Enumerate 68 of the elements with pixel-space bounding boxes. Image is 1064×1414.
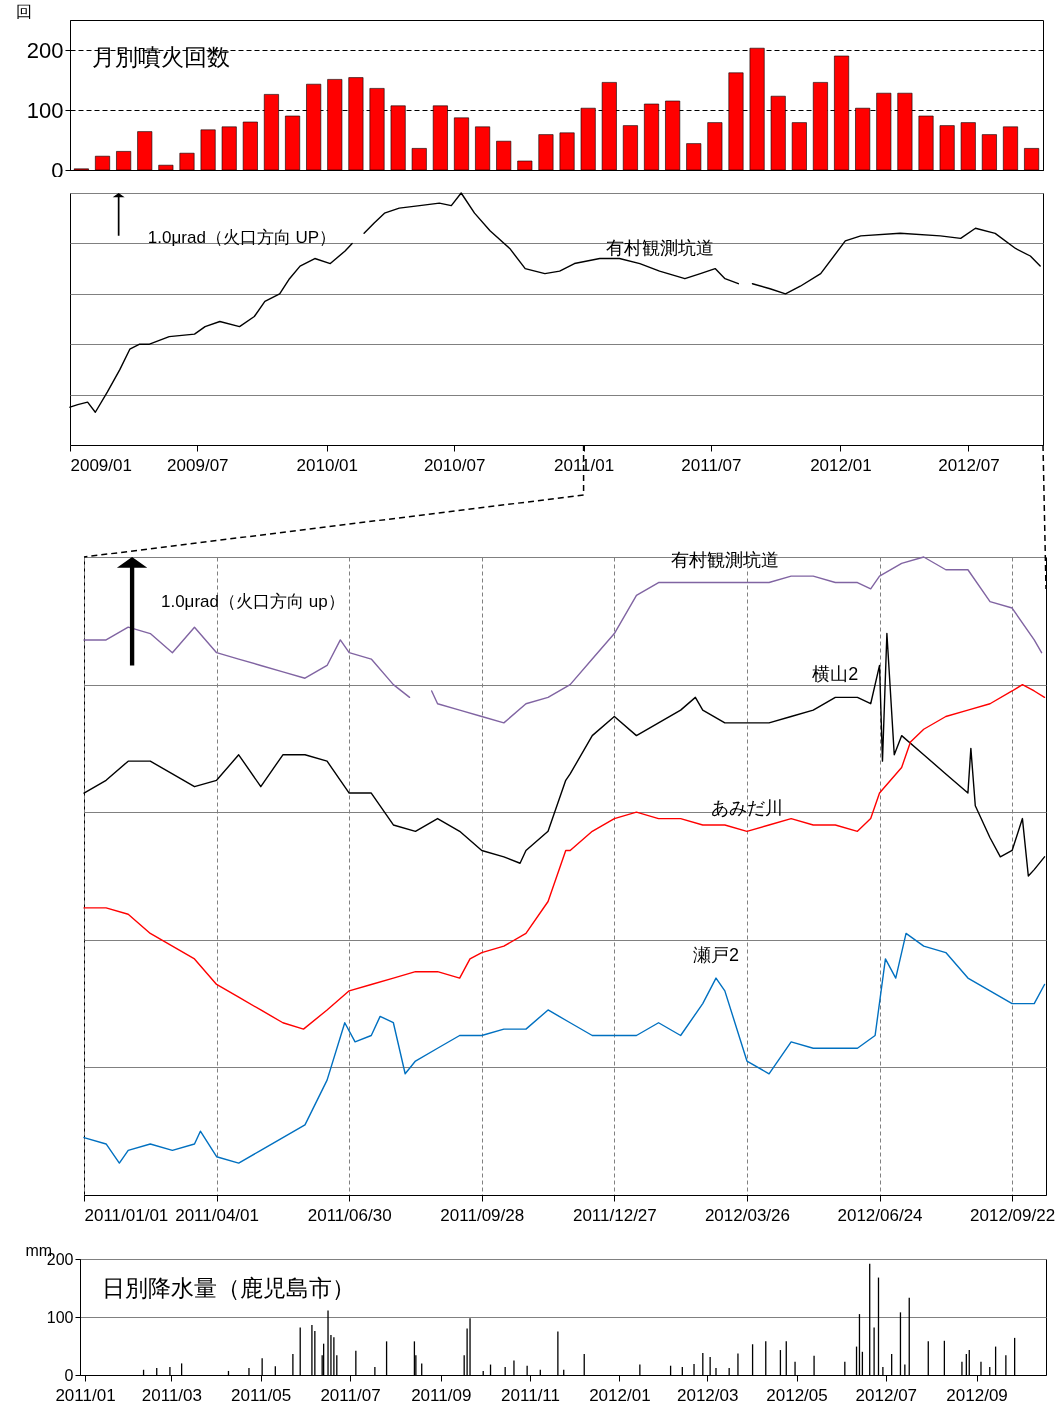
x-tick-label: 2012/06/24 [837,1205,923,1225]
bar [475,126,491,171]
bar [285,115,301,171]
x-tick-label: 2011/11 [501,1385,561,1405]
series-label: あみだ川 [710,798,783,819]
annotation: 1.0μrad（火口方向 UP） [147,228,337,247]
x-tick-label: 2011/12/27 [572,1205,657,1225]
x-tick-label: 2012/03 [676,1385,739,1405]
text: 日別降水量（鹿児島市） [102,1275,355,1301]
x-tick-label: 2011/01 [553,455,615,475]
x-tick-label: 2009/01 [70,455,132,475]
x-tick-label: 2011/03 [141,1385,202,1405]
x-tick-label: 2012/07 [938,455,1000,475]
x-tick-label: 2010/07 [423,455,486,475]
bar [791,122,807,171]
bar [116,151,132,171]
bar [179,152,195,171]
bar [538,134,554,171]
bar [939,125,955,171]
bar [1024,148,1040,171]
x-tick-label: 2012/07 [855,1385,918,1405]
series-label: 横山2 [812,664,859,685]
bar [158,164,174,171]
bar [454,117,469,171]
bar [242,121,258,171]
x-tick-label: 2012/09 [946,1385,1008,1405]
x-tick-label: 2011/09 [411,1385,472,1405]
x-tick-label: 2011/07 [320,1385,381,1405]
bar [517,160,533,171]
x-tick-label: 2012/01 [589,1385,651,1405]
bar [496,140,512,171]
y-tick-label: 100 [46,1308,74,1326]
bar [95,155,110,171]
bar [622,125,638,171]
bar [221,126,237,171]
bar [559,132,575,171]
x-tick-label: 2012/05 [766,1385,828,1405]
annotation: 1.0μrad（火口方向 up） [160,592,345,611]
bar [918,115,934,171]
x-tick-label: 2012/03/26 [704,1205,790,1225]
y-tick-label: 0 [64,1366,74,1384]
bar [981,134,997,171]
y-axis-title: 回 [15,2,32,20]
y-tick-label: 100 [26,97,64,123]
bar [686,143,702,171]
x-tick-label: 2012/09/22 [970,1205,1056,1225]
bar [200,129,216,171]
x-tick-label: 2011/01 [55,1385,116,1405]
series-label: 有村観測坑道 [670,549,779,570]
x-tick-label: 2010/01 [296,455,359,475]
x-tick-label: 2011/05 [231,1385,292,1405]
x-tick-label: 2011/09/28 [440,1205,525,1225]
bar [707,122,723,171]
y-tick-label: 200 [26,37,64,63]
x-tick-label: 2011/04/01 [175,1205,259,1225]
series-label: 有村観測坑道 [605,238,714,259]
bar [411,148,427,171]
text: 月別噴火回数 [92,44,230,70]
bar [960,122,976,171]
series-label: 瀬戸2 [693,945,740,966]
bar [137,131,153,171]
x-tick-label: 2011/01/01 [84,1205,169,1225]
y-tick-label: 0 [51,157,64,183]
x-tick-label: 2011/07 [681,455,742,475]
x-tick-label: 2011/06/30 [307,1205,392,1225]
x-tick-label: 2012/01 [810,455,872,475]
x-tick-label: 2009/07 [167,455,229,475]
bar [1003,126,1018,171]
